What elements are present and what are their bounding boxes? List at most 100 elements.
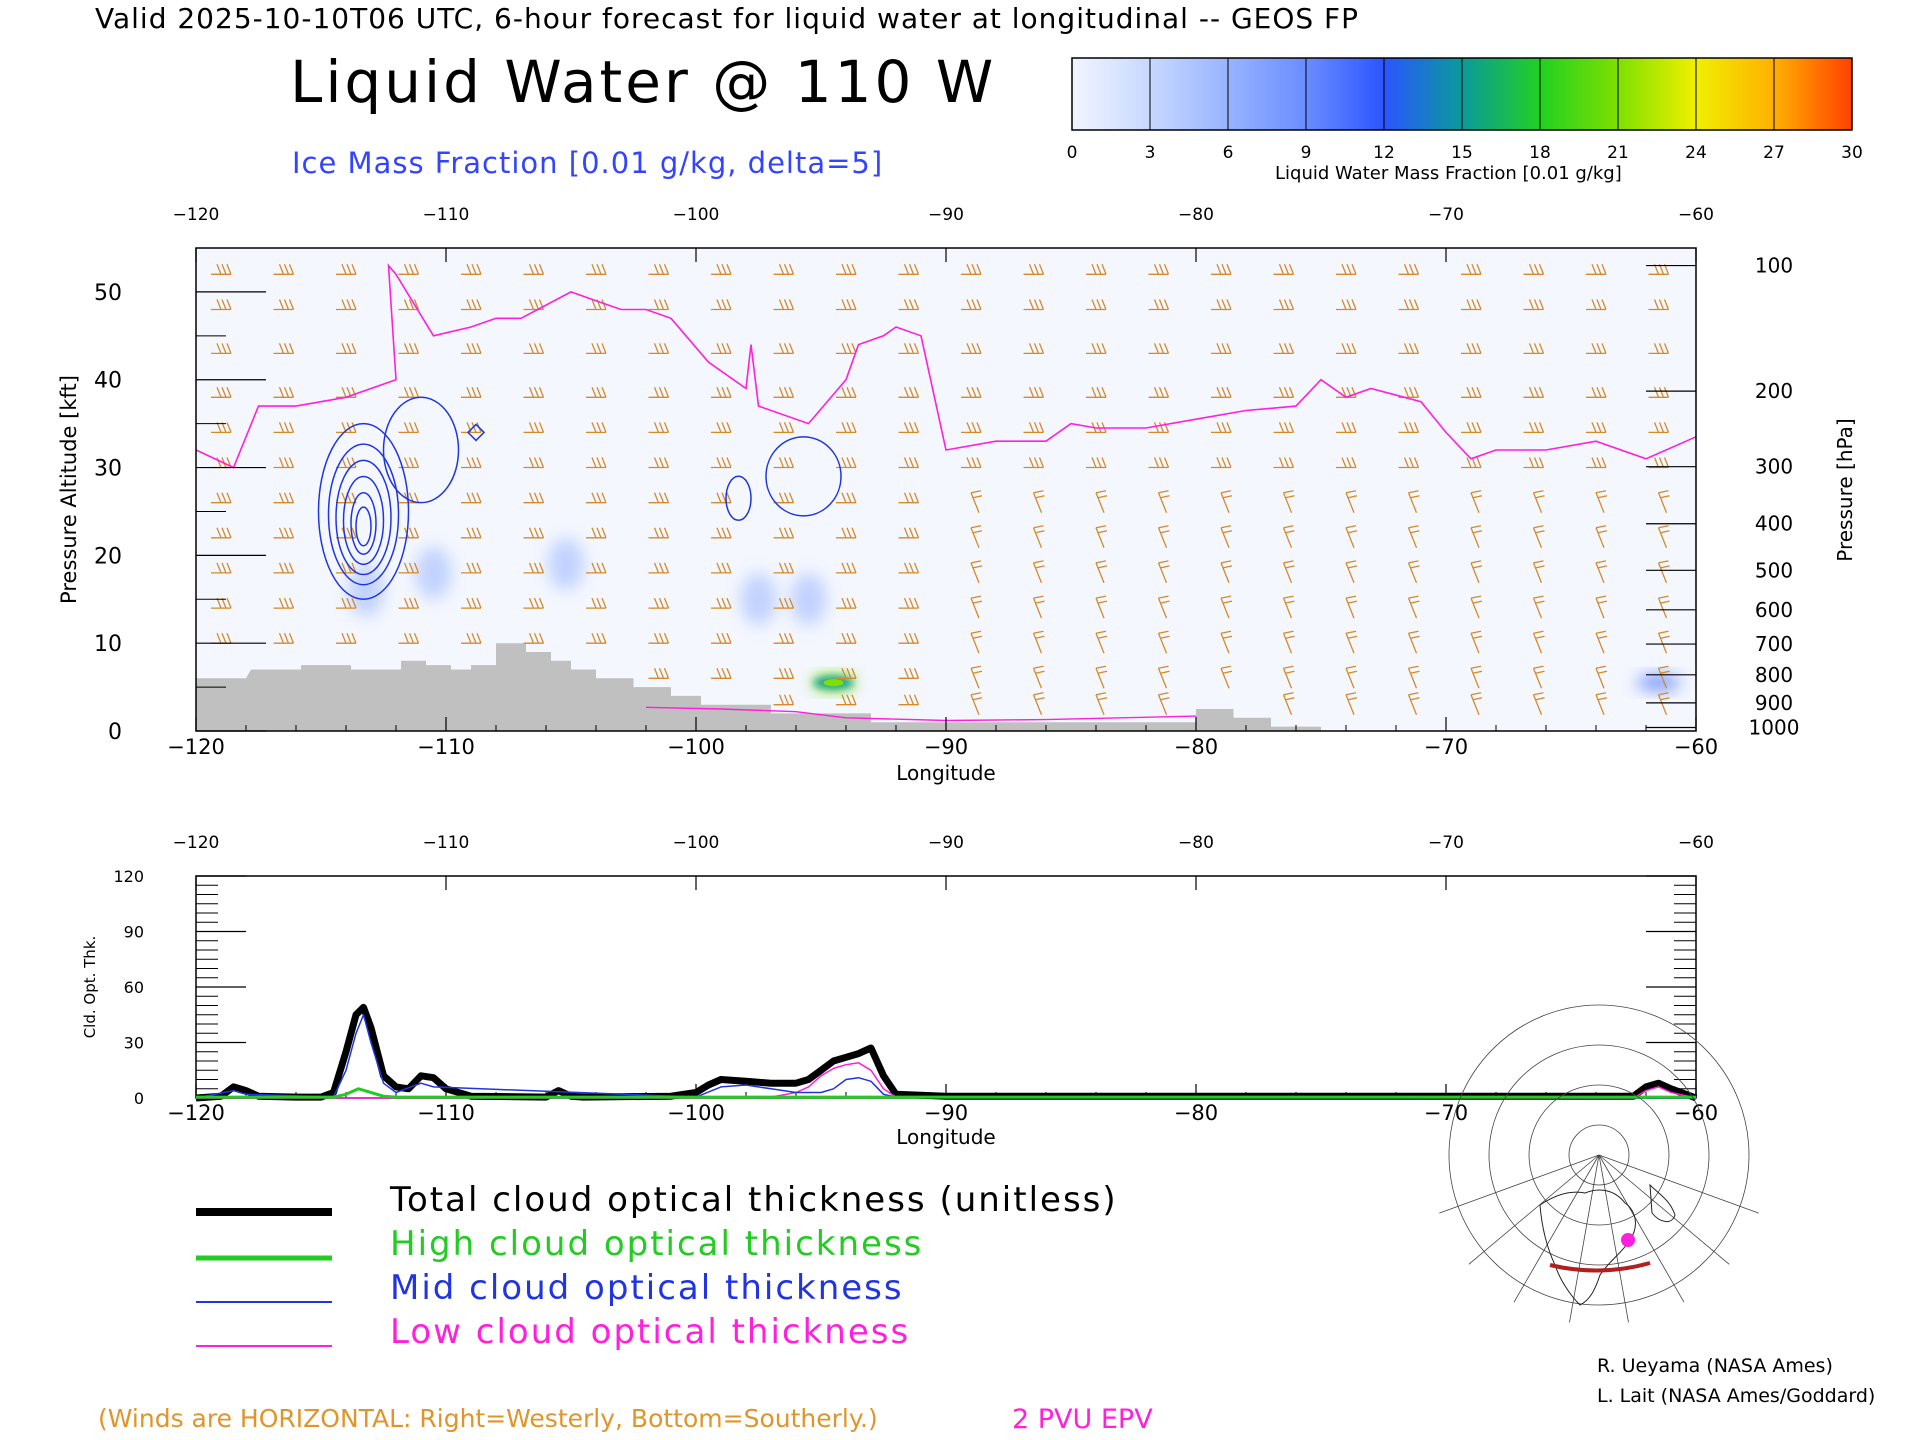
legend: [196, 1208, 332, 1347]
wind-barb: [1398, 422, 1420, 434]
wind-barb-stroke: [1273, 457, 1295, 469]
wind-barb: [1407, 595, 1420, 619]
y-tick-label: 10: [94, 632, 122, 657]
wind-barb-stroke: [1595, 665, 1608, 689]
wind-barb: [461, 597, 482, 609]
wind-barb: [1345, 490, 1358, 513]
wind-barb-stroke: [836, 597, 857, 609]
wind-barb: [523, 492, 545, 504]
wind-barb-stroke: [1086, 457, 1107, 469]
wind-barb: [336, 632, 357, 644]
wind-barb: [1086, 457, 1107, 469]
wind-barb: [1398, 457, 1420, 469]
wind-barb: [461, 343, 482, 355]
wind-barb-stroke: [1586, 343, 1607, 355]
wind-barb: [1095, 692, 1108, 715]
wind-barb-stroke: [961, 387, 982, 398]
wind-barb: [898, 597, 920, 609]
pressure-tick-label: 900: [1755, 691, 1793, 715]
colorbar-tick-label: 15: [1451, 143, 1473, 163]
pressure-tick-label: 1000: [1749, 715, 1800, 739]
wind-barb-stroke: [773, 562, 795, 574]
wind-barb: [586, 632, 607, 644]
x-tick-label: −90: [924, 735, 968, 759]
wind-barb: [398, 527, 420, 539]
wind-barb-stroke: [211, 343, 232, 355]
wind-barb: [273, 422, 295, 434]
colorbar-tick-label: 12: [1373, 143, 1395, 163]
wind-barb: [836, 492, 857, 504]
x-tick-label-top: −70: [1428, 833, 1464, 853]
wind-barb-stroke: [711, 527, 732, 539]
wind-barb: [711, 632, 732, 644]
wind-barb-stroke: [273, 457, 295, 469]
y-tick-label: 120: [113, 867, 144, 886]
wind-barb: [773, 597, 795, 609]
wind-barb: [1032, 692, 1045, 715]
wind-barb-stroke: [1523, 343, 1545, 355]
wind-barb: [1211, 343, 1232, 355]
wind-barb: [836, 597, 857, 609]
wind-barb: [898, 632, 920, 644]
wind-barb-stroke: [836, 694, 857, 706]
wind-barb-stroke: [711, 264, 732, 275]
wind-barb: [398, 422, 420, 434]
wind-barb: [961, 299, 982, 311]
wind-barb-stroke: [648, 562, 670, 574]
wind-barb: [586, 597, 607, 609]
wind-barb-stroke: [1086, 264, 1107, 275]
meridian-line: [1439, 1154, 1600, 1214]
colorbar-tick-label: 27: [1763, 143, 1785, 163]
wind-barb-stroke: [523, 492, 545, 504]
wind-barb: [648, 457, 670, 469]
wind-barb-stroke: [711, 299, 732, 311]
x-tick-label: −60: [1674, 735, 1718, 759]
wind-barb-stroke: [773, 668, 795, 679]
wind-barb-stroke: [273, 299, 295, 311]
wind-barb-stroke: [1657, 595, 1670, 619]
series-line-low: [196, 1062, 1697, 1099]
wind-barb: [1336, 422, 1357, 434]
wind-barb: [970, 525, 983, 549]
wind-barb-stroke: [1032, 560, 1045, 584]
wind-barb: [1398, 343, 1420, 355]
wind-barb-stroke: [1157, 560, 1170, 584]
wind-barb-stroke: [1148, 422, 1170, 434]
wind-barb-stroke: [523, 562, 545, 574]
wind-barb-stroke: [336, 527, 357, 539]
wind-barb: [711, 492, 732, 504]
wind-barb-stroke: [1157, 630, 1170, 654]
wind-barb-stroke: [1345, 692, 1358, 715]
wind-barb-stroke: [1023, 422, 1045, 434]
wind-barb: [1336, 264, 1357, 275]
latitude-circle: [1568, 1124, 1630, 1186]
wind-barb: [711, 597, 732, 609]
wind-barb: [1095, 665, 1108, 689]
wind-barb: [523, 597, 545, 609]
wind-barb: [1032, 630, 1045, 654]
wind-barb: [273, 343, 295, 355]
wind-barb: [773, 457, 795, 469]
wind-barb: [336, 597, 357, 609]
wind-barb-stroke: [773, 492, 795, 504]
locator-bg: [1500, 1165, 1698, 1317]
wind-barb: [273, 632, 295, 644]
wind-barb-stroke: [211, 264, 232, 275]
wind-barb: [773, 668, 795, 679]
wind-barb-stroke: [1148, 264, 1170, 275]
wind-barb-stroke: [398, 457, 420, 469]
wind-barb: [711, 527, 732, 539]
wind-barb: [1407, 560, 1420, 584]
wind-barb: [836, 694, 857, 706]
wind-barb: [1095, 595, 1108, 619]
wind-barb: [1345, 525, 1358, 549]
wind-barb-stroke: [1336, 457, 1357, 469]
wind-barb-stroke: [1407, 525, 1420, 549]
wind-barb-stroke: [1211, 387, 1232, 398]
wind-barb-stroke: [961, 264, 982, 275]
ice-mass-contour: [342, 475, 385, 566]
wind-barb: [1095, 630, 1108, 654]
wind-barb-stroke: [1470, 560, 1483, 584]
wind-barb: [1220, 525, 1233, 549]
wind-barb-stroke: [836, 387, 857, 398]
